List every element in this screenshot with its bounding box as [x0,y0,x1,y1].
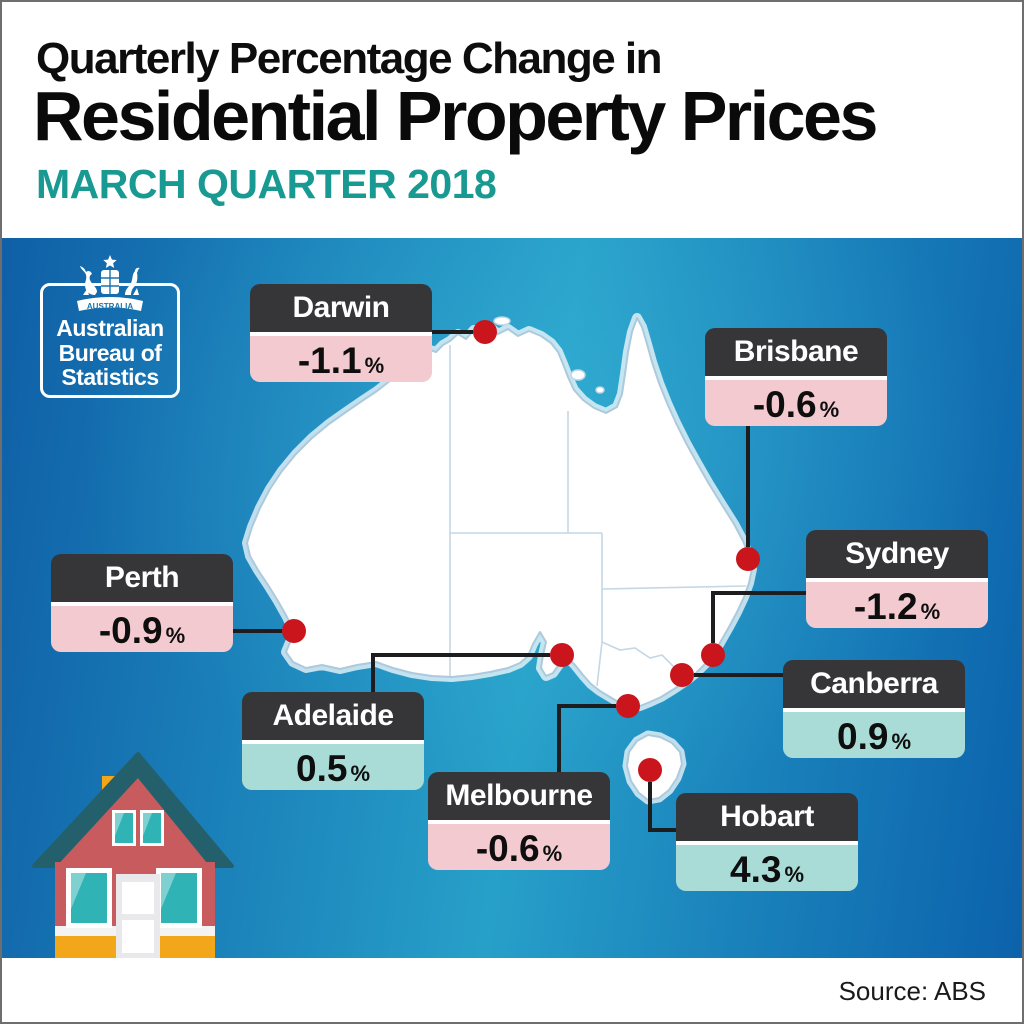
small-islands [493,316,605,394]
city-name: Sydney [806,530,988,578]
dot-sydney [701,643,725,667]
connector-lines [233,330,806,832]
dot-adelaide [550,643,574,667]
subtitle-quarter: MARCH QUARTER 2018 [36,161,497,207]
city-name: Canberra [783,660,965,708]
state-borders [449,345,747,687]
city-name: Melbourne [428,772,610,820]
city-value: -0.6 [475,828,540,869]
city-value: -1.2 [853,586,918,627]
connector-melbourne [557,704,616,772]
city-name: Perth [51,554,233,602]
percent-sign: % [891,729,911,754]
city-value: -0.6 [752,384,817,425]
abs-logo: AUSTRALIA Australian Bureau of Statistic… [40,255,180,398]
house-door [116,874,160,959]
city-value: 0.5 [296,748,348,789]
percent-sign: % [920,599,941,624]
australia-mainland [242,313,757,713]
abs-banner-text: AUSTRALIA [87,302,133,311]
city-card-sydney: Sydney -1.2% [806,530,988,628]
percent-sign: % [364,353,385,378]
header: Quarterly Percentage Change in Residenti… [0,0,1024,238]
city-value: -1.1 [297,340,362,381]
city-value: -0.9 [98,610,163,651]
percent-sign: % [165,623,186,648]
city-card-perth: Perth -0.9% [51,554,233,652]
dot-perth [282,619,306,643]
title-line1: Quarterly Percentage Change in [36,34,663,83]
abs-coat-of-arms-icon: AUSTRALIA [77,255,143,311]
connector-hobart [648,782,676,832]
city-card-melbourne: Melbourne -0.6% [428,772,610,870]
city-card-hobart: Hobart 4.3% [676,793,858,891]
city-value: 4.3 [730,849,782,890]
dot-darwin [473,320,497,344]
connector-adelaide [371,653,550,692]
city-name: Brisbane [705,328,887,376]
abs-logo-text: Australian Bureau of Statistics [56,315,164,391]
dot-brisbane [736,547,760,571]
city-markers [282,320,760,782]
city-card-darwin: Darwin -1.1% [250,284,432,382]
city-name: Darwin [250,284,432,332]
dot-canberra [670,663,694,687]
percent-sign: % [819,397,840,422]
house-illustration [32,752,234,959]
city-name: Hobart [676,793,858,841]
source-attribution: Source: ABS [838,975,986,1006]
side-windows [66,868,202,928]
city-card-brisbane: Brisbane -0.6% [705,328,887,426]
city-card-canberra: Canberra 0.9% [783,660,965,758]
footer: Source: ABS [0,958,1024,1024]
dot-melbourne [616,694,640,718]
percent-sign: % [350,761,370,786]
city-name: Adelaide [242,692,424,740]
gable-windows [112,810,164,846]
dot-hobart [638,758,662,782]
city-value: 0.9 [837,716,889,757]
page-title: Residential Property Prices [33,77,878,155]
city-card-adelaide: Adelaide 0.5% [242,692,424,790]
percent-sign: % [784,862,804,887]
percent-sign: % [542,841,563,866]
connector-sydney [711,591,806,643]
